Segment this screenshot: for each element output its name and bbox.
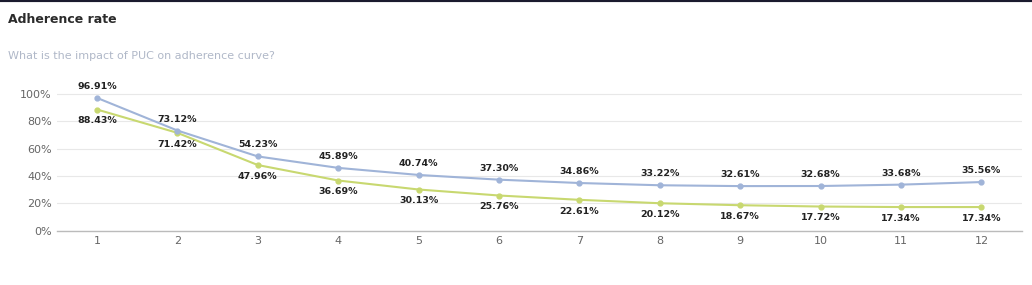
Text: 36.69%: 36.69% (319, 188, 358, 196)
Text: 45.89%: 45.89% (319, 152, 358, 161)
Text: 30.13%: 30.13% (399, 196, 439, 205)
Text: 20.12%: 20.12% (640, 210, 680, 219)
Text: What is the impact of PUC on adherence curve?: What is the impact of PUC on adherence c… (8, 51, 276, 61)
Text: 33.22%: 33.22% (640, 169, 679, 178)
Text: Adherence rate: Adherence rate (8, 13, 117, 26)
Text: 47.96%: 47.96% (238, 172, 278, 181)
Text: 35.56%: 35.56% (962, 166, 1001, 175)
Text: 17.72%: 17.72% (801, 213, 840, 223)
Text: 33.68%: 33.68% (881, 169, 921, 178)
Text: 25.76%: 25.76% (479, 202, 519, 211)
Text: 37.30%: 37.30% (480, 164, 519, 173)
Text: 71.42%: 71.42% (158, 140, 197, 149)
Text: 22.61%: 22.61% (559, 207, 600, 216)
Text: 88.43%: 88.43% (77, 117, 117, 125)
Text: 73.12%: 73.12% (158, 115, 197, 124)
Text: 40.74%: 40.74% (398, 159, 439, 168)
Text: 96.91%: 96.91% (77, 82, 117, 91)
Text: 18.67%: 18.67% (720, 212, 761, 221)
Text: 17.34%: 17.34% (962, 214, 1001, 223)
Text: 32.61%: 32.61% (720, 170, 760, 179)
Text: 17.34%: 17.34% (881, 214, 921, 223)
Text: 32.68%: 32.68% (801, 170, 840, 179)
Text: 34.86%: 34.86% (559, 167, 600, 176)
Text: 54.23%: 54.23% (238, 141, 278, 150)
